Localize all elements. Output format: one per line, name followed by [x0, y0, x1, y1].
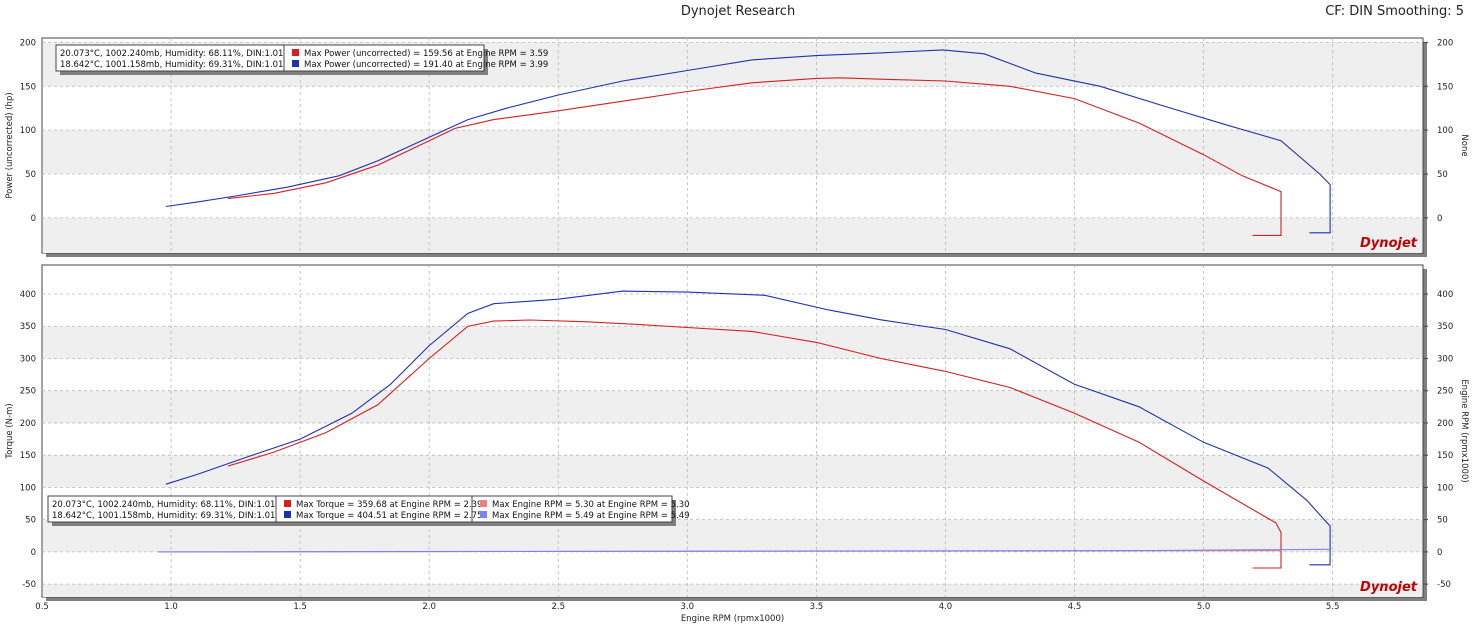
legend-entry: Max Power (uncorrected) = 191.40 at Engi…	[304, 60, 548, 70]
x-axis-label: Engine RPM (rpmx1000)	[681, 614, 784, 624]
legend-swatch	[292, 60, 299, 67]
x-tick-label: 0.5	[35, 602, 49, 612]
y-tick-label: 300	[20, 354, 36, 364]
grid-band	[43, 584, 1422, 597]
y-tick-label-right: 0	[1437, 214, 1442, 224]
chart-panel-1: 0 0 50 50 100 100 150 150 200 200 Power (uncorrect…	[5, 37, 1469, 257]
legend-entry: Max Engine RPM = 5.30 at Engine RPM = 5.…	[492, 500, 690, 510]
legend-swatch	[284, 511, 291, 518]
series-line-1	[227, 319, 1282, 569]
y-axis-label-right: Engine RPM (rpmx1000)	[1459, 379, 1469, 482]
y-tick-label-right: 100	[1437, 126, 1453, 136]
y-tick-label-right: 50	[1437, 516, 1448, 526]
chart-panel-2: -50 -50 0 0 50 50 100 100 150 150 200 200 250 250 300 3…	[5, 264, 1469, 624]
legend-swatch	[292, 49, 299, 56]
x-tick-label: 5.5	[1326, 602, 1340, 612]
y-tick-label: 100	[20, 483, 36, 493]
x-tick-label: 3.5	[810, 602, 824, 612]
y-tick-label-right: 200	[1437, 419, 1453, 429]
x-tick-label: 5.0	[1197, 602, 1211, 612]
y-tick-label-right: 250	[1437, 387, 1453, 397]
y-tick-label-right: 150	[1437, 451, 1453, 461]
grid-band	[43, 217, 1422, 253]
series-line-1	[227, 77, 1282, 236]
y-tick-label: 100	[20, 126, 36, 136]
y-tick-label: 50	[25, 170, 36, 180]
legend-conditions: 18.642°C, 1001.158mb, Humidity: 69.31%, …	[60, 60, 283, 70]
y-tick-label-right: 300	[1437, 354, 1453, 364]
y-tick-label: 400	[20, 290, 36, 300]
y-tick-label: 200	[20, 38, 36, 48]
legend-entry: Max Torque = 359.68 at Engine RPM = 2.39	[296, 500, 482, 510]
y-tick-label: 150	[20, 82, 36, 92]
y-tick-label: 50	[25, 516, 36, 526]
legend-swatch	[284, 500, 291, 507]
x-tick-label: 1.5	[293, 602, 307, 612]
series-line-4	[158, 548, 1331, 553]
y-tick-label-right: 400	[1437, 290, 1453, 300]
x-tick-label: 4.0	[939, 602, 953, 612]
x-tick-label: 2.5	[551, 602, 565, 612]
y-tick-label-right: 100	[1437, 483, 1453, 493]
grid-band	[43, 455, 1422, 488]
correction-smoothing-label: CF: DIN Smoothing: 5	[1325, 4, 1464, 19]
x-tick-label: 1.0	[164, 602, 178, 612]
legend-box	[55, 44, 485, 72]
legend-box	[47, 495, 673, 523]
legend-entry: Max Power (uncorrected) = 159.56 at Engi…	[304, 49, 548, 59]
dynojet-logo: Dynojet	[1360, 580, 1418, 595]
chart-title: Dynojet Research	[680, 4, 796, 19]
x-tick-label: 4.5	[1068, 602, 1082, 612]
y-tick-label: 250	[20, 387, 36, 397]
legend-swatch	[480, 511, 487, 518]
legend-conditions: 18.642°C, 1001.158mb, Humidity: 69.31%, …	[52, 511, 275, 521]
legend-swatch	[480, 500, 487, 507]
legend-conditions: 20.073°C, 1002.240mb, Humidity: 68.11%, …	[52, 500, 275, 510]
grid-band	[43, 130, 1422, 175]
legend-entry: Max Engine RPM = 5.49 at Engine RPM = 5.…	[492, 511, 690, 521]
legend-conditions: 20.073°C, 1002.240mb, Humidity: 68.11%, …	[60, 49, 283, 59]
y-tick-label-right: -50	[1437, 580, 1451, 590]
y-tick-label-right: 150	[1437, 82, 1453, 92]
dynojet-logo: Dynojet	[1360, 236, 1418, 251]
y-tick-label-right: 200	[1437, 38, 1453, 48]
y-tick-label-right: 50	[1437, 170, 1448, 180]
x-tick-label: 2.0	[422, 602, 436, 612]
y-axis-label: Power (uncorrected) (hp)	[5, 92, 15, 198]
y-tick-label: 350	[20, 322, 36, 332]
legend-entry: Max Torque = 404.51 at Engine RPM = 2.75	[296, 511, 482, 521]
series-line-2	[165, 49, 1331, 234]
y-tick-label: -50	[22, 580, 36, 590]
x-tick-label: 3.0	[681, 602, 695, 612]
y-tick-label: 0	[31, 548, 36, 558]
y-axis-label-right: None	[1459, 134, 1469, 156]
y-tick-label-right: 0	[1437, 548, 1442, 558]
y-tick-label: 150	[20, 451, 36, 461]
grid-band	[43, 390, 1422, 423]
series-line-3	[165, 290, 1331, 566]
y-tick-label-right: 350	[1437, 322, 1453, 332]
y-tick-label: 200	[20, 419, 36, 429]
y-axis-label: Torque (N-m)	[5, 403, 15, 459]
y-tick-label: 0	[31, 214, 36, 224]
grid-band	[43, 326, 1422, 359]
